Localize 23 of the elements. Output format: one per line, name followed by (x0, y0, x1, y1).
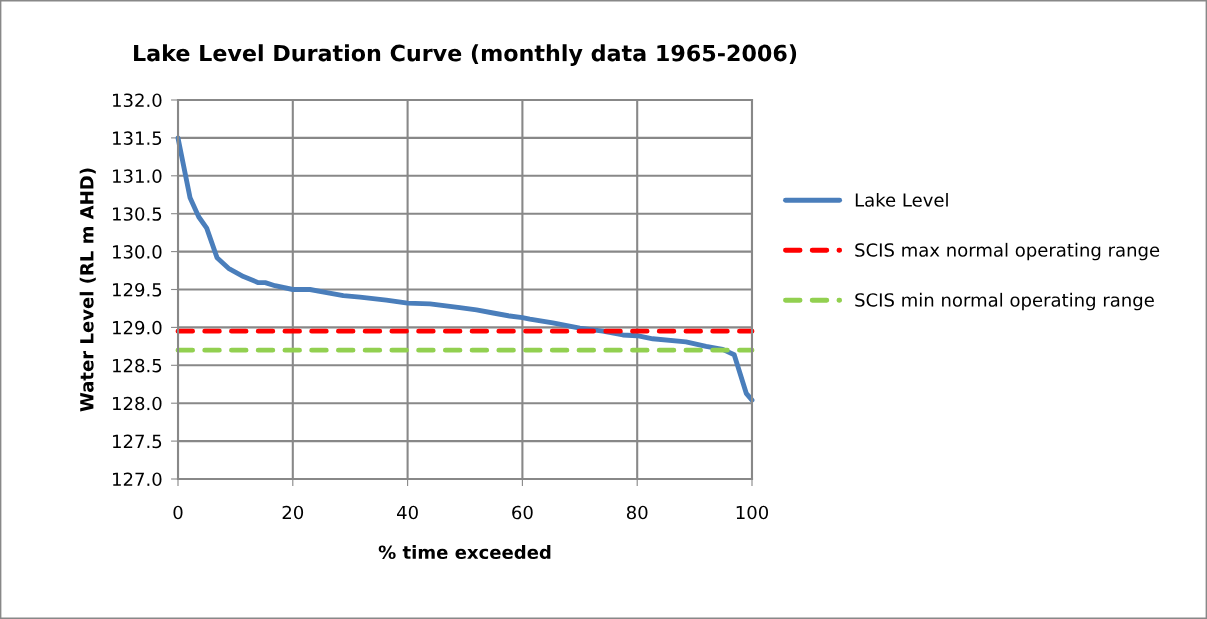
legend-label: SCIS min normal operating range (855, 292, 1154, 311)
x-tick-label: 80 (626, 505, 648, 520)
y-tick-label: 128.5 (113, 358, 162, 373)
chart-title: Lake Level Duration Curve (monthly data 1965-2006) (134, 44, 797, 66)
x-axis-title: % time exceeded (378, 545, 551, 560)
y-tick-label: 127.5 (113, 434, 162, 449)
legend-label: Lake Level (855, 192, 948, 207)
x-tick-label: 60 (512, 505, 533, 520)
y-tick-label: 128.0 (113, 396, 162, 411)
legend-label: SCIS max normal operating range (855, 242, 1160, 261)
x-tick-label: 100 (736, 505, 769, 520)
y-axis-title: Water Level (RL m AHD) (79, 168, 96, 412)
y-tick-label: 130.0 (113, 245, 162, 259)
y-tick-label: 132.0 (113, 93, 162, 108)
x-tick-label: 20 (282, 505, 304, 520)
y-tick-label: 131.0 (113, 169, 162, 183)
y-tick-label: 129.5 (113, 282, 162, 297)
y-tick-label: 127.0 (113, 472, 162, 487)
y-tick-label: 130.5 (113, 207, 162, 221)
x-tick-label: 40 (397, 505, 418, 520)
y-tick-label: 131.5 (113, 131, 162, 146)
y-tick-label: 129.0 (113, 320, 162, 335)
x-tick-label: 0 (173, 505, 183, 520)
